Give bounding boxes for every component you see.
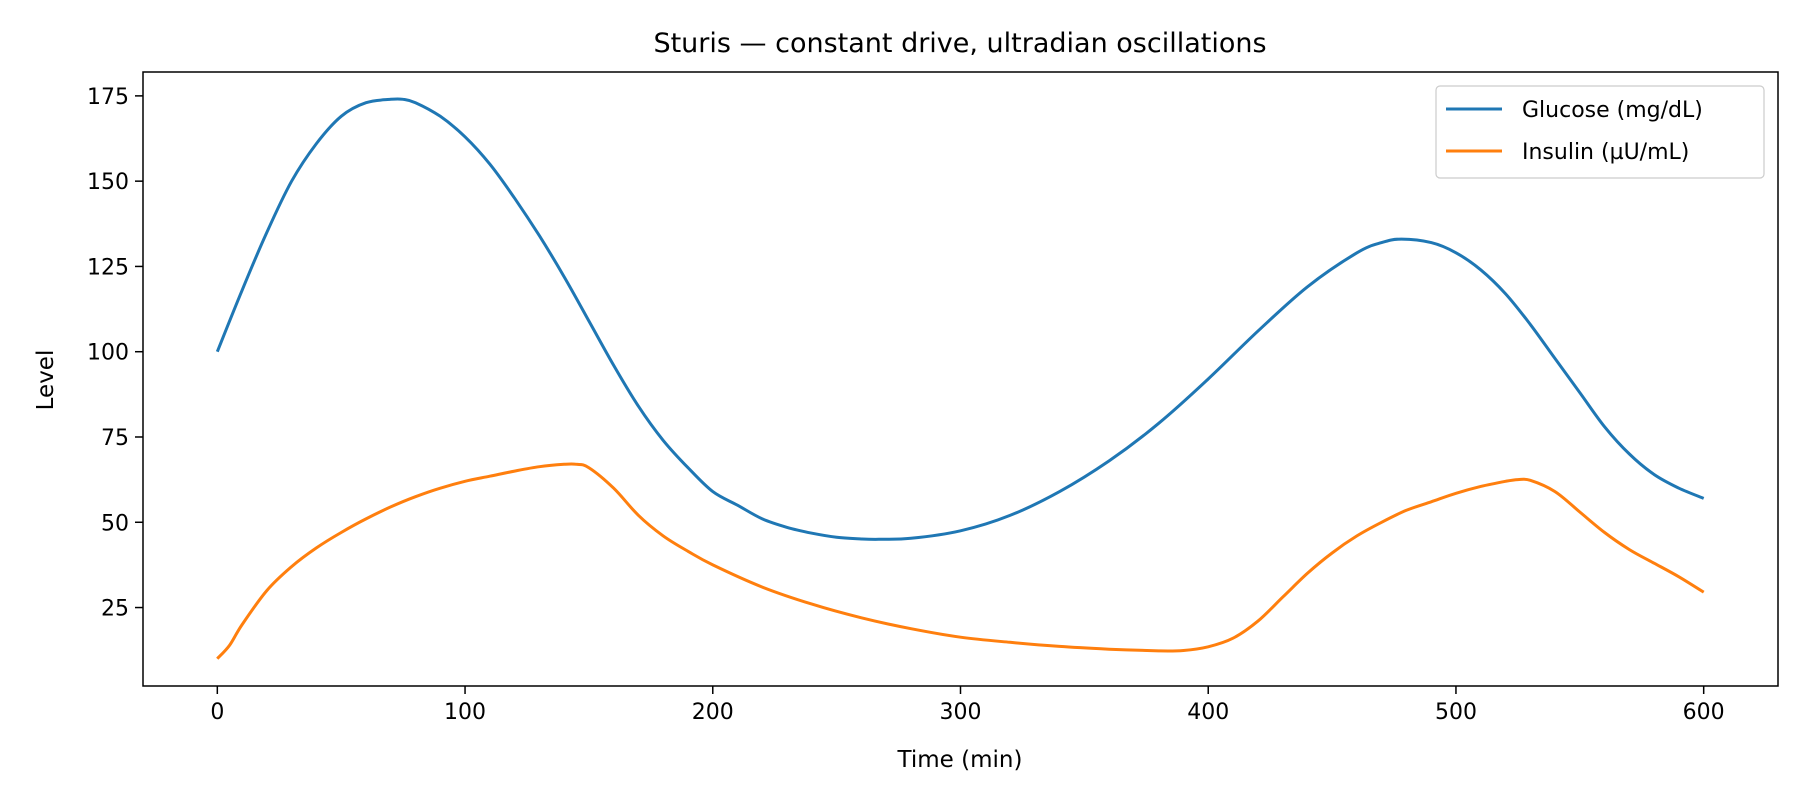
y-tick-label: 25	[101, 597, 129, 622]
series-line-insulin	[216, 462, 1705, 660]
x-tick-label: 500	[1435, 700, 1477, 725]
y-tick-label: 150	[87, 170, 129, 195]
y-tick-label: 175	[87, 85, 129, 110]
y-axis-label: Level	[33, 350, 59, 411]
plot-frame	[142, 71, 1779, 687]
y-tick-label: 125	[87, 255, 129, 280]
x-axis-ticks: 0 100 200 300 400 500 600	[210, 686, 1725, 725]
x-tick-label: 200	[692, 700, 734, 725]
x-tick-label: 300	[940, 700, 982, 725]
legend-label-insulin: Insulin (µU/mL)	[1522, 140, 1689, 165]
y-axis-ticks: 25 50 75 100 125 150 175	[87, 85, 143, 622]
legend-label-glucose: Glucose (mg/dL)	[1522, 98, 1703, 123]
x-tick-label: 600	[1683, 700, 1725, 725]
chart-title: Sturis — constant drive, ultradian oscil…	[653, 28, 1266, 59]
y-tick-label: 75	[101, 426, 129, 451]
x-axis-label: Time (min)	[897, 747, 1023, 773]
y-tick-label: 100	[87, 341, 129, 366]
x-tick-label: 100	[444, 700, 486, 725]
legend: Glucose (mg/dL) Insulin (µU/mL)	[1435, 85, 1765, 179]
x-tick-label: 0	[210, 700, 224, 725]
series-lines	[215, 97, 1705, 660]
legend-box	[1435, 85, 1765, 179]
x-tick-label: 400	[1187, 700, 1229, 725]
series-line-glucose	[215, 97, 1705, 541]
y-tick-label: 50	[101, 511, 129, 536]
